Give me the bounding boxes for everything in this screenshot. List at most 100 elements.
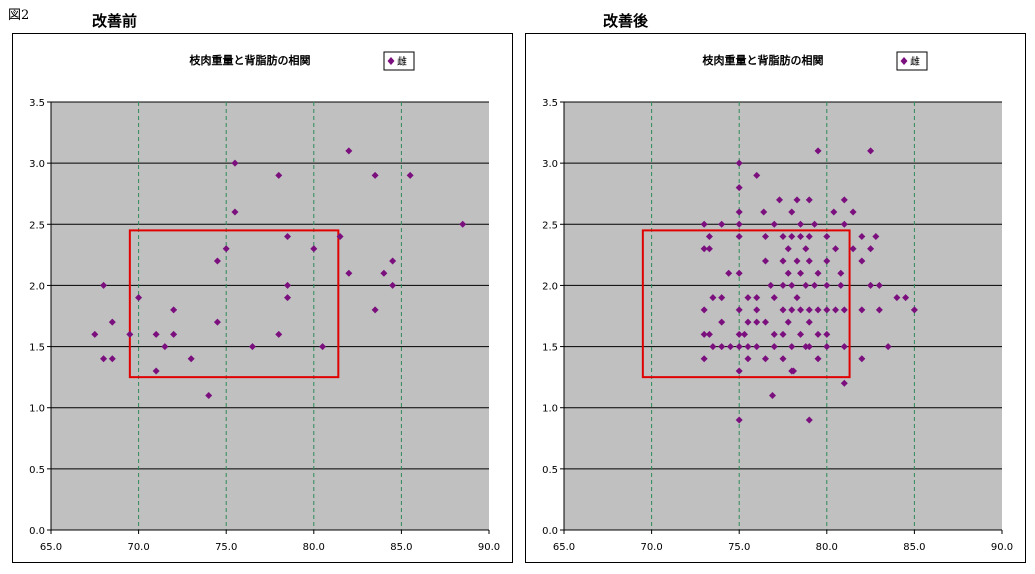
y-tick-label: 0.0 bbox=[542, 526, 558, 537]
data-point bbox=[797, 306, 805, 314]
data-point bbox=[735, 269, 743, 277]
y-tick-label: 0.5 bbox=[29, 465, 45, 476]
x-tick-label: 90.0 bbox=[478, 542, 500, 553]
data-point bbox=[231, 208, 239, 216]
data-point bbox=[170, 306, 178, 314]
data-point bbox=[744, 343, 752, 351]
data-point bbox=[170, 330, 178, 338]
data-point bbox=[779, 257, 787, 265]
data-point bbox=[205, 391, 213, 399]
data-point bbox=[784, 245, 792, 253]
data-point bbox=[735, 367, 743, 375]
data-point bbox=[797, 330, 805, 338]
y-tick-label: 3.5 bbox=[29, 98, 45, 109]
data-point bbox=[108, 355, 116, 363]
data-point bbox=[735, 233, 743, 241]
data-point bbox=[805, 416, 813, 424]
highlight-box bbox=[128, 229, 340, 379]
data-point bbox=[735, 343, 743, 351]
data-point bbox=[744, 355, 752, 363]
legend-marker-icon bbox=[387, 57, 395, 65]
data-point bbox=[700, 306, 708, 314]
data-point bbox=[336, 233, 344, 241]
data-point bbox=[823, 343, 831, 351]
data-point bbox=[380, 269, 388, 277]
legend-box bbox=[383, 51, 415, 71]
data-point bbox=[735, 220, 743, 228]
scatter-chart-after: 枝肉重量と背脂肪の相関 雌 0.0 0.5 1.0 1.5 2.0 2.5 3.0 3.5 65.0… bbox=[542, 51, 1013, 553]
data-point bbox=[744, 294, 752, 302]
data-point bbox=[345, 269, 353, 277]
data-point bbox=[840, 220, 848, 228]
data-point bbox=[875, 281, 883, 289]
data-point bbox=[222, 245, 230, 253]
data-point bbox=[709, 343, 717, 351]
data-point bbox=[152, 367, 160, 375]
x-tick-label: 80.0 bbox=[303, 542, 325, 553]
figure-label: 図2 bbox=[8, 8, 30, 23]
data-point bbox=[811, 220, 819, 228]
panel-heading-before: 改善前 bbox=[92, 12, 138, 30]
data-point bbox=[705, 233, 713, 241]
data-point bbox=[213, 257, 221, 265]
data-point bbox=[718, 294, 726, 302]
data-point bbox=[784, 318, 792, 326]
data-point bbox=[406, 171, 414, 179]
data-point bbox=[775, 196, 783, 204]
data-point bbox=[875, 306, 883, 314]
data-point bbox=[371, 171, 379, 179]
x-tick-label: 85.0 bbox=[390, 542, 412, 553]
plot-area bbox=[51, 102, 489, 530]
data-point bbox=[805, 343, 813, 351]
data-point bbox=[735, 306, 743, 314]
data-point bbox=[793, 257, 801, 265]
y-tick-label: 2.5 bbox=[542, 220, 558, 231]
data-point bbox=[793, 294, 801, 302]
data-point bbox=[135, 294, 143, 302]
chart-panel-before: 枝肉重量と背脂肪の相関 雌 0.0 0.5 1.0 1.5 2.0 2.5 3.0 3.5 65.0… bbox=[12, 33, 513, 563]
data-point bbox=[284, 233, 292, 241]
data-point bbox=[753, 318, 761, 326]
data-point bbox=[735, 416, 743, 424]
highlight-box bbox=[641, 229, 851, 379]
data-point bbox=[187, 355, 195, 363]
data-point bbox=[761, 257, 769, 265]
data-point bbox=[802, 245, 810, 253]
data-point bbox=[735, 184, 743, 192]
data-point bbox=[753, 294, 761, 302]
panel-heading-after: 改善後 bbox=[603, 12, 649, 30]
data-point bbox=[753, 343, 761, 351]
data-point bbox=[740, 330, 748, 338]
data-point bbox=[705, 245, 713, 253]
chart-title: 枝肉重量と背脂肪の相関 bbox=[702, 53, 824, 67]
data-point bbox=[797, 233, 805, 241]
data-point bbox=[770, 220, 778, 228]
y-tick-label: 2.0 bbox=[29, 281, 45, 292]
x-tick-label: 70.0 bbox=[127, 542, 149, 553]
data-point bbox=[802, 343, 810, 351]
data-point bbox=[802, 281, 810, 289]
y-tick-label: 2.0 bbox=[542, 281, 558, 292]
data-point bbox=[832, 306, 840, 314]
y-tick-label: 2.5 bbox=[29, 220, 45, 231]
data-point bbox=[371, 306, 379, 314]
data-point bbox=[910, 306, 918, 314]
data-point bbox=[805, 257, 813, 265]
data-point bbox=[310, 245, 318, 253]
data-point bbox=[231, 159, 239, 167]
data-point bbox=[761, 318, 769, 326]
y-tick-label: 1.5 bbox=[542, 343, 558, 354]
data-point bbox=[788, 306, 796, 314]
data-point bbox=[726, 343, 734, 351]
data-point bbox=[275, 171, 283, 179]
x-tick-label: 70.0 bbox=[640, 542, 662, 553]
data-point bbox=[345, 147, 353, 155]
data-point bbox=[805, 306, 813, 314]
data-point bbox=[725, 269, 733, 277]
data-point bbox=[735, 208, 743, 216]
data-point bbox=[823, 233, 831, 241]
data-point bbox=[823, 257, 831, 265]
data-point bbox=[705, 330, 713, 338]
data-point bbox=[872, 233, 880, 241]
data-point bbox=[811, 281, 819, 289]
